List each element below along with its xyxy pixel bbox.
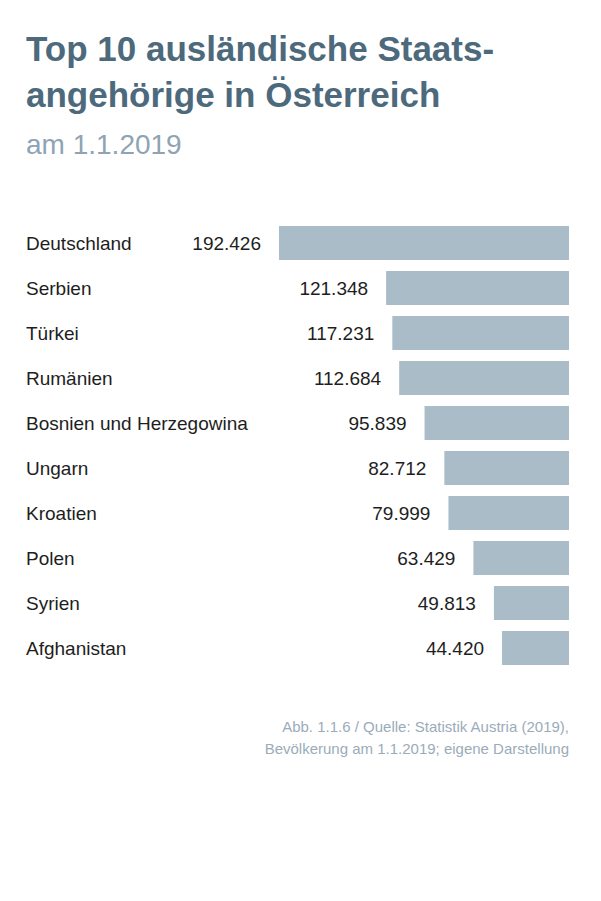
svg-text:Türkei: Türkei	[26, 323, 79, 344]
svg-text:49.813: 49.813	[418, 593, 476, 614]
svg-text:Afghanistan: Afghanistan	[26, 638, 126, 659]
svg-text:112.684: 112.684	[314, 368, 382, 389]
svg-text:Bosnien und Herzegowina: Bosnien und Herzegowina	[26, 413, 248, 434]
html-text:Bevölkerung am 1.1.2019; eigen: Bevölkerung am 1.1.2019; eigene Darstell…	[264, 740, 569, 757]
html-text:am 1.1.2019: am 1.1.2019	[26, 129, 182, 160]
html-text:Top 10 ausländische Staats-: Top 10 ausländische Staats-	[26, 29, 495, 68]
svg-text:Serbien: Serbien	[26, 278, 92, 299]
html-text:Abb. 1.1.6 / Quelle: Statistik: Abb. 1.1.6 / Quelle: Statistik Austria (…	[282, 718, 569, 735]
svg-text:82.712: 82.712	[368, 458, 426, 479]
svg-text:Polen: Polen	[26, 548, 75, 569]
svg-text:192.426: 192.426	[192, 233, 261, 254]
svg-text:44.420: 44.420	[426, 638, 484, 659]
svg-text:121.348: 121.348	[299, 278, 368, 299]
svg-text:Deutschland: Deutschland	[26, 233, 132, 254]
svg-text:63.429: 63.429	[397, 548, 455, 569]
svg-text:Syrien: Syrien	[26, 593, 80, 614]
svg-text:117.231: 117.231	[307, 323, 374, 344]
svg-text:95.839: 95.839	[348, 413, 406, 434]
svg-text:Rumänien: Rumänien	[26, 368, 113, 389]
svg-text:79.999: 79.999	[372, 503, 430, 524]
svg-text:Kroatien: Kroatien	[26, 503, 97, 524]
html-text:angehörige in Österreich: angehörige in Österreich	[26, 75, 441, 114]
svg-text:Ungarn: Ungarn	[26, 458, 88, 479]
